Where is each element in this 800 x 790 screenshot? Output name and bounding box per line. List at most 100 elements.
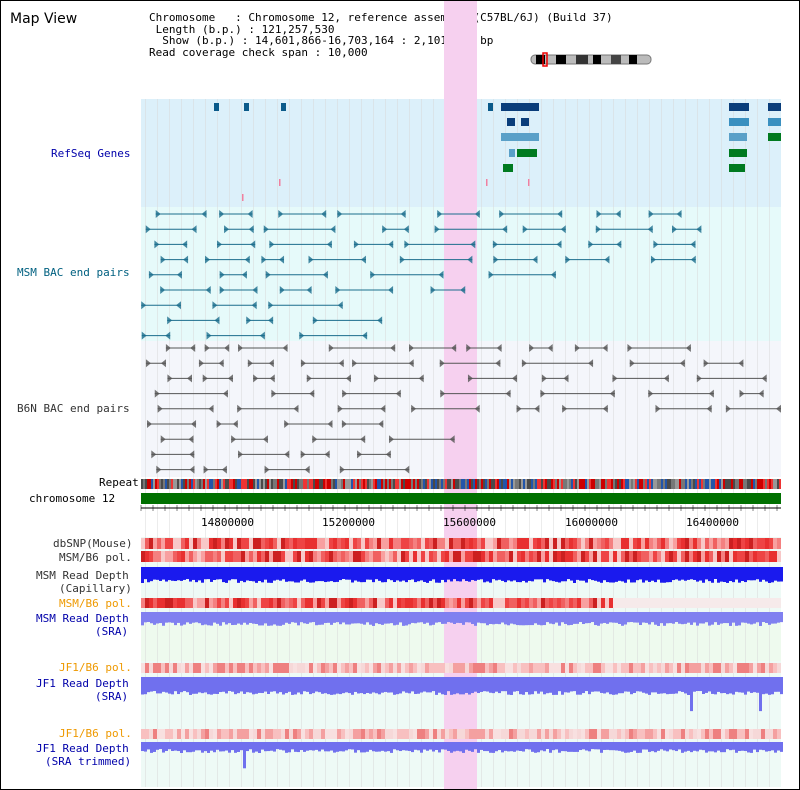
msm-pol1-cell-69[interactable]: [413, 551, 417, 562]
msm-end-a-48[interactable]: [312, 316, 318, 325]
jf1-pol1-cell-112[interactable]: [585, 663, 589, 673]
jf1-pol1-cell-145[interactable]: [717, 663, 721, 673]
dbsnp-cell-115[interactable]: [597, 538, 601, 549]
b6n-end-b-52[interactable]: [284, 450, 290, 459]
msm-cap-bar-153[interactable]: [597, 567, 600, 582]
msm-sra-bar-197[interactable]: [729, 612, 732, 626]
dbsnp-cell-107[interactable]: [565, 538, 569, 549]
jf1-trim-bar-107[interactable]: [459, 742, 462, 752]
repeat-segment-64[interactable]: [267, 479, 269, 489]
jf1-sra-bar-110[interactable]: [468, 677, 471, 695]
msm-sra-bar-171[interactable]: [651, 612, 654, 623]
jf1-trim-bar-94[interactable]: [420, 742, 423, 753]
jf1-pol1-cell-139[interactable]: [693, 663, 697, 673]
msm-cap-bar-136[interactable]: [546, 567, 549, 580]
jf1-sra-bar-179[interactable]: [675, 677, 678, 694]
dbsnp-cell-152[interactable]: [745, 538, 749, 549]
msm-cap-bar-141[interactable]: [561, 567, 564, 582]
repeat-segment-209[interactable]: [557, 479, 559, 489]
b6n-end-b-22[interactable]: [345, 374, 351, 383]
jf1-pol1-cell-118[interactable]: [609, 663, 613, 673]
jf1-sra-bar-171[interactable]: [651, 677, 654, 693]
msm-sra-bar-19[interactable]: [195, 612, 198, 623]
msm-pol2-cell-133[interactable]: [669, 598, 673, 608]
jf1-pol2-cell-68[interactable]: [409, 729, 413, 739]
repeat-segment-239[interactable]: [617, 479, 619, 489]
b6n-end-b-44[interactable]: [232, 420, 238, 428]
msm-pol1-cell-28[interactable]: [249, 551, 253, 562]
jf1-pol1-cell-111[interactable]: [581, 663, 585, 673]
repeat-segment-152[interactable]: [443, 479, 445, 489]
dbsnp-cell-23[interactable]: [229, 538, 233, 549]
jf1-trim-bar-32[interactable]: [234, 742, 237, 753]
repeat-segment-256[interactable]: [651, 479, 653, 489]
msm-end-b-44[interactable]: [251, 301, 257, 310]
msm-pol1-cell-9[interactable]: [173, 551, 177, 562]
msm-end-a-23[interactable]: [588, 240, 594, 249]
jf1-pol1-cell-99[interactable]: [533, 663, 537, 673]
msm-sra-bar-53[interactable]: [297, 612, 300, 626]
b6n-end-b-31[interactable]: [505, 389, 511, 398]
gene-feature-4[interactable]: [488, 103, 493, 111]
jf1-sra-bar-53[interactable]: [297, 677, 300, 693]
jf1-pol1-cell-61[interactable]: [381, 663, 385, 673]
dbsnp-cell-55[interactable]: [357, 538, 361, 549]
dbsnp-cell-71[interactable]: [421, 538, 425, 549]
jf1-pol1-cell-66[interactable]: [401, 663, 405, 673]
msm-pol2-cell-49[interactable]: [333, 598, 337, 608]
msm-cap-bar-95[interactable]: [423, 567, 426, 582]
b6n-end-a-11[interactable]: [198, 359, 204, 368]
repeat-segment-54[interactable]: [247, 479, 249, 489]
repeat-segment-91[interactable]: [321, 479, 323, 489]
msm-cap-bar-55[interactable]: [303, 567, 306, 580]
gene-feature-9[interactable]: [521, 118, 529, 126]
jf1-trim-bar-7[interactable]: [159, 742, 162, 750]
repeat-segment-140[interactable]: [419, 479, 421, 489]
repeat-segment-261[interactable]: [661, 479, 663, 489]
jf1-pol1-cell-81[interactable]: [461, 663, 465, 673]
msm-pol2-cell-145[interactable]: [717, 598, 721, 608]
jf1-pol1-cell-152[interactable]: [745, 663, 749, 673]
msm-sra-bar-27[interactable]: [219, 612, 222, 626]
repeat-segment-173[interactable]: [485, 479, 487, 489]
msm-pol2-cell-99[interactable]: [533, 598, 537, 608]
jf1-trim-bar-79[interactable]: [375, 742, 378, 752]
repeat-segment-74[interactable]: [287, 479, 289, 489]
dbsnp-cell-61[interactable]: [381, 538, 385, 549]
jf1-sra-bar-108[interactable]: [462, 677, 465, 695]
msm-sra-bar-62[interactable]: [324, 612, 327, 623]
msm-pol1-cell-84[interactable]: [473, 551, 477, 562]
jf1-trim-bar-151[interactable]: [591, 742, 594, 750]
jf1-trim-bar-2[interactable]: [144, 742, 147, 752]
dbsnp-cell-102[interactable]: [545, 538, 549, 549]
msm-pol2-cell-108[interactable]: [569, 598, 573, 608]
jf1-sra-bar-99[interactable]: [435, 677, 438, 695]
msm-pol2-cell-143[interactable]: [709, 598, 713, 608]
dbsnp-cell-43[interactable]: [309, 538, 313, 549]
msm-sra-bar-133[interactable]: [537, 612, 540, 625]
msm-pol1-cell-151[interactable]: [741, 551, 745, 562]
gene-feature-16[interactable]: [517, 149, 537, 157]
msm-cap-bar-48[interactable]: [282, 567, 285, 580]
jf1-sra-bar-22[interactable]: [204, 677, 207, 693]
msm-sra-bar-83[interactable]: [387, 612, 390, 624]
msm-cap-bar-69[interactable]: [345, 567, 348, 580]
repeat-segment-21[interactable]: [181, 479, 183, 489]
msm-sra-bar-147[interactable]: [579, 612, 582, 623]
dbsnp-cell-106[interactable]: [561, 538, 565, 549]
msm-pol1-cell-4[interactable]: [153, 551, 157, 562]
msm-cap-bar-53[interactable]: [297, 567, 300, 583]
repeat-segment-27[interactable]: [193, 479, 195, 489]
msm-sra-bar-15[interactable]: [183, 612, 186, 625]
jf1-trim-bar-163[interactable]: [627, 742, 630, 753]
repeat-segment-62[interactable]: [263, 479, 265, 489]
jf1-pol2-cell-146[interactable]: [721, 729, 725, 739]
dbsnp-cell-57[interactable]: [365, 538, 369, 549]
msm-pol1-cell-147[interactable]: [725, 551, 729, 562]
repeat-segment-217[interactable]: [573, 479, 575, 489]
jf1-trim-bar-52[interactable]: [294, 742, 297, 752]
jf1-sra-bar-104[interactable]: [450, 677, 453, 695]
msm-pol2-cell-33[interactable]: [269, 598, 273, 608]
jf1-sra-bar-112[interactable]: [474, 677, 477, 692]
msm-cap-bar-151[interactable]: [591, 567, 594, 581]
